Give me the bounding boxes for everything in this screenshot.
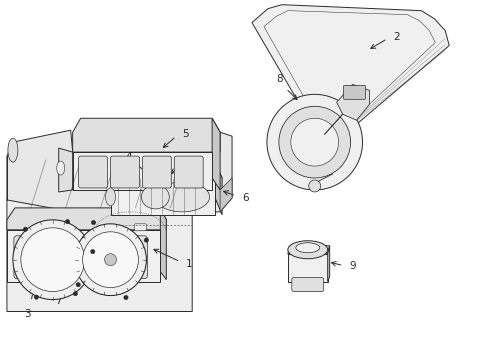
- Polygon shape: [220, 178, 232, 212]
- FancyBboxPatch shape: [78, 156, 107, 188]
- Polygon shape: [337, 84, 369, 120]
- Polygon shape: [111, 162, 222, 188]
- Text: 1: 1: [186, 259, 193, 269]
- FancyBboxPatch shape: [292, 278, 324, 292]
- Polygon shape: [59, 148, 73, 192]
- FancyBboxPatch shape: [143, 156, 172, 188]
- Polygon shape: [7, 230, 160, 282]
- Text: 9: 9: [349, 261, 356, 271]
- Circle shape: [91, 249, 95, 254]
- Circle shape: [309, 180, 321, 192]
- Circle shape: [76, 283, 80, 287]
- Polygon shape: [111, 178, 215, 215]
- Polygon shape: [328, 246, 330, 282]
- Ellipse shape: [8, 138, 18, 162]
- Circle shape: [104, 254, 117, 266]
- Circle shape: [74, 224, 147, 296]
- Polygon shape: [7, 208, 166, 230]
- Ellipse shape: [296, 243, 319, 253]
- Text: 7: 7: [55, 296, 62, 306]
- Circle shape: [83, 232, 138, 288]
- Circle shape: [13, 220, 93, 300]
- Text: 6: 6: [242, 193, 248, 203]
- Circle shape: [34, 295, 39, 299]
- FancyBboxPatch shape: [60, 236, 101, 279]
- FancyBboxPatch shape: [343, 85, 366, 99]
- Polygon shape: [160, 208, 166, 280]
- Polygon shape: [288, 246, 330, 254]
- Polygon shape: [73, 152, 212, 190]
- Circle shape: [73, 292, 77, 296]
- Circle shape: [291, 118, 339, 166]
- Text: 4: 4: [125, 152, 132, 162]
- Ellipse shape: [142, 185, 169, 209]
- FancyBboxPatch shape: [134, 224, 147, 231]
- Circle shape: [144, 238, 148, 242]
- Polygon shape: [288, 254, 328, 282]
- Ellipse shape: [57, 161, 65, 175]
- Text: 2: 2: [393, 32, 400, 41]
- Ellipse shape: [288, 241, 328, 259]
- FancyBboxPatch shape: [105, 236, 147, 279]
- Circle shape: [279, 106, 350, 178]
- Text: 3: 3: [24, 310, 31, 319]
- Polygon shape: [7, 130, 232, 212]
- Polygon shape: [252, 5, 449, 140]
- Text: 8: 8: [276, 75, 283, 84]
- Ellipse shape: [155, 182, 210, 212]
- FancyBboxPatch shape: [111, 156, 140, 188]
- Circle shape: [124, 295, 128, 300]
- Text: 5: 5: [182, 129, 189, 139]
- Circle shape: [24, 227, 28, 231]
- Polygon shape: [7, 172, 192, 311]
- Polygon shape: [212, 118, 220, 190]
- Circle shape: [21, 228, 85, 292]
- Circle shape: [267, 94, 363, 190]
- Ellipse shape: [105, 188, 116, 206]
- FancyBboxPatch shape: [14, 236, 56, 279]
- Polygon shape: [215, 162, 222, 215]
- Circle shape: [65, 220, 70, 224]
- Circle shape: [91, 220, 96, 225]
- FancyBboxPatch shape: [35, 224, 47, 231]
- FancyBboxPatch shape: [174, 156, 203, 188]
- Polygon shape: [73, 118, 220, 152]
